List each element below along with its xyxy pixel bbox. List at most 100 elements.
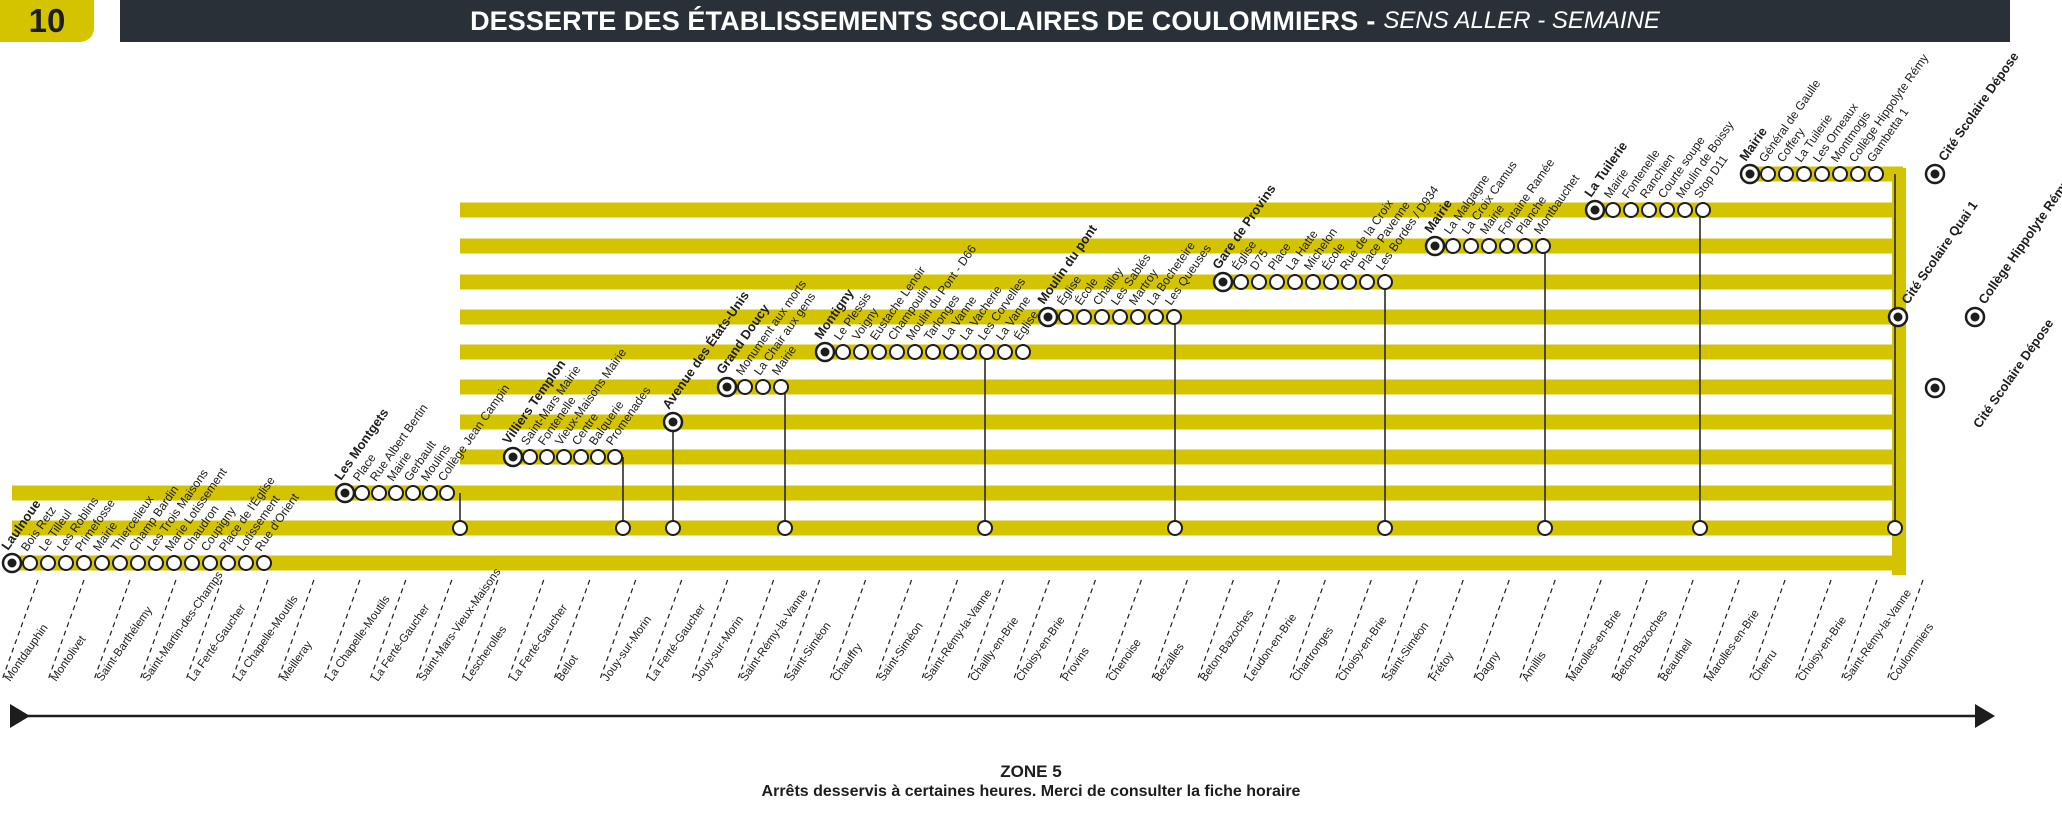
commune-label: Saint-Mars-Vieux-Maisons (416, 566, 503, 683)
stop-marker (1623, 202, 1639, 218)
stop-marker (422, 485, 438, 501)
arrow-left-icon (10, 704, 30, 728)
stop-marker (773, 379, 789, 395)
stop-marker (1481, 238, 1497, 254)
stop-marker (835, 344, 851, 360)
route-start-dot (668, 417, 678, 427)
stop-marker (590, 449, 606, 465)
stop-marker (220, 555, 236, 571)
commune-label: Bezalles (1152, 641, 1187, 684)
stop-marker (1015, 344, 1031, 360)
stop-marker (1305, 274, 1321, 290)
commune-label: Montolivet (49, 633, 89, 683)
stop-marker (1323, 274, 1339, 290)
commune-label: Choisy-en-Brie (1336, 615, 1389, 684)
stop-marker (1814, 166, 1830, 182)
trunk-band (1892, 168, 1906, 575)
stop-marker (737, 379, 753, 395)
direction-axis (10, 704, 1995, 728)
stop-marker (1094, 309, 1110, 325)
commune-label: Chauffry (830, 641, 865, 684)
stop-marker (58, 555, 74, 571)
stop-marker (755, 379, 771, 395)
stop-marker (202, 555, 218, 571)
terminal-label: Cité Scolaire Dépose (1935, 49, 2021, 164)
stop-marker (777, 520, 793, 536)
route-start-dot (340, 488, 350, 498)
stop-marker (889, 344, 905, 360)
stop-marker (1850, 166, 1866, 182)
stop-marker (907, 344, 923, 360)
commune-label: Saint-Siméon (1382, 620, 1431, 683)
stop-marker (1166, 309, 1182, 325)
stop-marker (925, 344, 941, 360)
stop-marker (1377, 520, 1393, 536)
commune-label: Choisy-en-Brie (1796, 615, 1849, 684)
stop-marker (130, 555, 146, 571)
stop-marker (979, 344, 995, 360)
stop-marker (22, 555, 38, 571)
stop-marker (1287, 274, 1303, 290)
stop-marker (556, 449, 572, 465)
stop-marker (1887, 520, 1903, 536)
zone-label: ZONE 5 (1000, 762, 1062, 781)
stop-connectors (459, 174, 1896, 528)
route-band (460, 344, 1903, 360)
commune-label: Leudon-en-Brie (1244, 612, 1299, 684)
route-band (460, 449, 1903, 465)
stop-marker (1641, 202, 1657, 218)
terminal-label: Cité Scolaire Dépose (1970, 316, 2056, 431)
commune-label: Lescherolles (462, 624, 509, 684)
stop-marker (388, 485, 404, 501)
stop-marker (1463, 238, 1479, 254)
stop-marker (1076, 309, 1092, 325)
stop-marker (1517, 238, 1533, 254)
stop-marker (1359, 274, 1375, 290)
stop-marker (1058, 309, 1074, 325)
stop-marker (961, 344, 977, 360)
title-bar: DESSERTE DES ÉTABLISSEMENTS SCOLAIRES DE… (120, 0, 2010, 42)
stop-marker (1659, 202, 1675, 218)
stop-marker (1832, 166, 1848, 182)
stop-marker (607, 449, 623, 465)
stop-marker (1445, 238, 1461, 254)
stop-marker (1677, 202, 1693, 218)
stop-marker (94, 555, 110, 571)
terminal-dot (1930, 383, 1940, 393)
zone-note: Arrêts desservis à certaines heures. Mer… (761, 783, 1301, 800)
stop-marker (1269, 274, 1285, 290)
route-band (460, 202, 1903, 218)
stop-marker (1605, 202, 1621, 218)
arrow-right-icon (1975, 704, 1995, 728)
route-band (12, 485, 1903, 501)
route-start-dot (1043, 312, 1053, 322)
stop-marker (439, 485, 455, 501)
route-band (460, 379, 1903, 395)
stop-marker (1778, 166, 1794, 182)
commune-label: Montdauphin (3, 622, 51, 683)
stop-marker (1796, 166, 1812, 182)
commune-label: Chartronges (1290, 625, 1336, 684)
line-number: 10 (28, 2, 66, 39)
stop-marker (1499, 238, 1515, 254)
stop-marker (1537, 520, 1553, 536)
stop-marker (256, 555, 272, 571)
terminal-dot (1893, 312, 1903, 322)
stop-marker (1148, 309, 1164, 325)
stop-marker (1341, 274, 1357, 290)
page-subtitle: SENS ALLER - SEMAINE (1383, 7, 1660, 34)
route-start-dot (722, 382, 732, 392)
stop-marker (573, 449, 589, 465)
stop-marker (452, 520, 468, 536)
route-start-dot (1745, 169, 1755, 179)
stops (1, 163, 1986, 574)
commune-label: Saint-Martin-des-Champs (141, 569, 226, 683)
stop-marker (40, 555, 56, 571)
stop-marker (853, 344, 869, 360)
route-start-dot (1430, 241, 1440, 251)
stop-marker (405, 485, 421, 501)
commune-label: Beautheil (1658, 638, 1695, 684)
terminal-dot (1970, 312, 1980, 322)
stop-label: Collège Jean Campin (435, 382, 512, 484)
stop-marker (977, 520, 993, 536)
